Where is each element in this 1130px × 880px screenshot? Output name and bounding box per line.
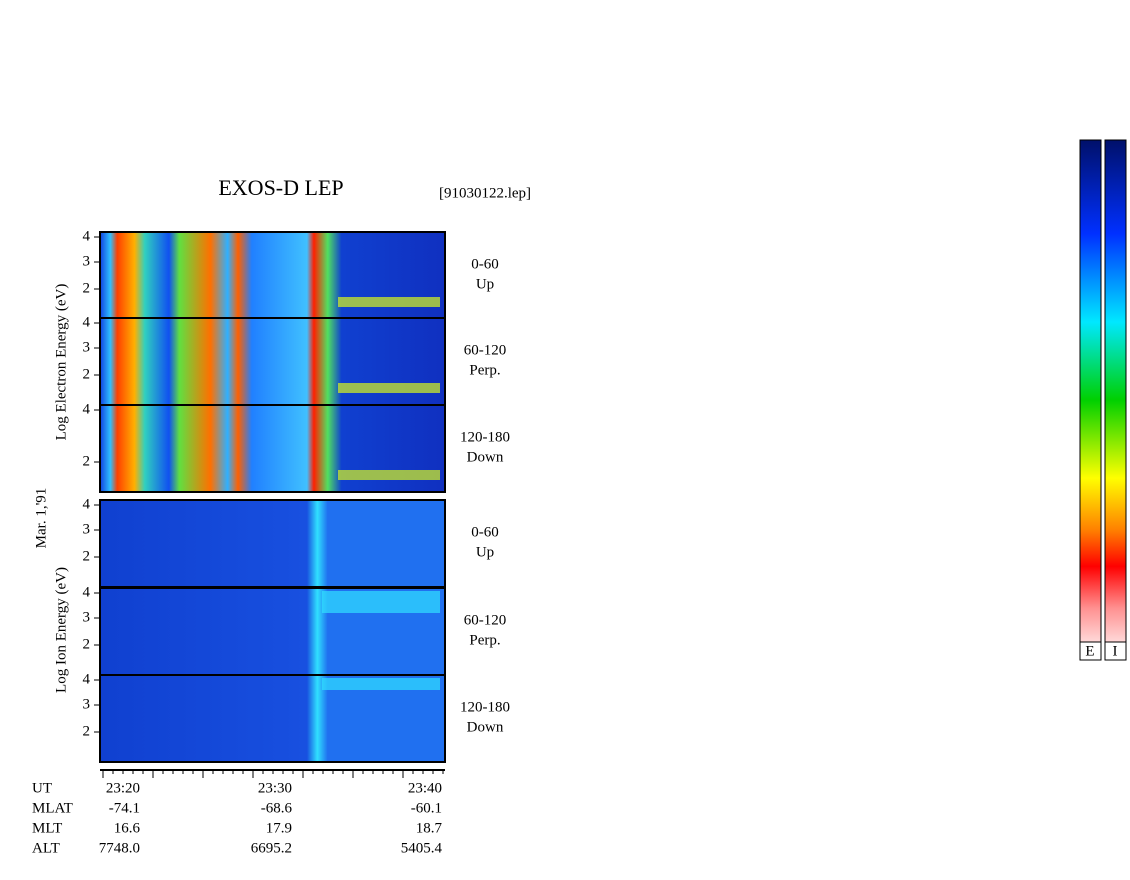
- row-value: -60.1: [411, 800, 442, 816]
- row-value: -68.6: [261, 800, 293, 816]
- colorbar-label: E: [1085, 643, 1094, 659]
- title: EXOS-D LEP: [218, 175, 343, 200]
- row-value: 23:30: [258, 780, 292, 796]
- row-label: ALT: [32, 840, 60, 856]
- band: [322, 678, 440, 690]
- axis-label: Log Ion Energy (eV): [53, 567, 69, 693]
- row-label: MLAT: [32, 800, 73, 816]
- direction-label: Down: [467, 719, 504, 735]
- tick-label: 2: [83, 548, 91, 564]
- row-label: UT: [32, 780, 52, 796]
- panel-frame: [99, 404, 446, 493]
- band: [338, 470, 440, 480]
- file-name: [91030122.lep]: [439, 185, 531, 201]
- panel-frame: [99, 674, 446, 763]
- tick-label: 2: [83, 723, 91, 739]
- row-value: 18.7: [416, 820, 443, 836]
- colorbar-label: I: [1113, 643, 1118, 659]
- row-value: -74.1: [109, 800, 140, 816]
- date: Mar. 1,'91: [33, 488, 49, 549]
- row-value: 16.6: [114, 820, 141, 836]
- range-label: 120-180: [460, 429, 510, 445]
- tick-label: 4: [83, 314, 91, 330]
- footer: UT 23:20 23:30 23:40 MLAT -74.1 -68.6 -60.1 MLT 1…: [32, 770, 444, 856]
- direction-label: Up: [476, 276, 494, 292]
- tick-label: 4: [83, 496, 91, 512]
- band: [322, 591, 440, 613]
- tick-label: 2: [83, 636, 91, 652]
- tick-label: 3: [83, 609, 91, 625]
- direction-label: Perp.: [469, 632, 500, 648]
- row-value: 17.9: [266, 820, 292, 836]
- tick-label: 2: [83, 280, 91, 296]
- row-value: 6695.2: [251, 840, 292, 856]
- range-label: 0-60: [471, 256, 499, 272]
- colorbar-box: [1104, 641, 1127, 661]
- band: [338, 383, 440, 393]
- direction-label: Down: [467, 449, 504, 465]
- tick-label: 4: [83, 401, 91, 417]
- tick-label: 2: [83, 453, 91, 469]
- colorbar: [1104, 139, 1127, 661]
- tick-label: 2: [83, 366, 91, 382]
- colorbars: E I: [1079, 139, 1127, 661]
- row-value: 23:20: [106, 780, 140, 796]
- axis-label: Log Electron Energy (eV): [53, 284, 69, 441]
- tick-label: 4: [83, 671, 91, 687]
- tick-label: 3: [83, 253, 91, 269]
- tick-label: 4: [83, 228, 91, 244]
- tick-label: 3: [83, 521, 91, 537]
- direction-label: Perp.: [469, 362, 500, 378]
- range-label: 0-60: [471, 524, 499, 540]
- tick-label: 3: [83, 339, 91, 355]
- band: [338, 297, 440, 307]
- row-value: 7748.0: [99, 840, 140, 856]
- spectrograms: Log Electron Energy (eV) 4 3 2 0-60 Up 4 3 2 60-1…: [53, 228, 510, 763]
- colorbar: [1079, 139, 1102, 661]
- tick-label: 3: [83, 696, 91, 712]
- row-value: 23:40: [408, 780, 442, 796]
- range-label: 60-120: [464, 342, 507, 358]
- range-label: 60-120: [464, 612, 507, 628]
- direction-label: Up: [476, 544, 494, 560]
- colorbar-box: [1079, 641, 1102, 661]
- row-label: MLT: [32, 820, 62, 836]
- range-label: 120-180: [460, 699, 510, 715]
- row-value: 5405.4: [401, 840, 443, 856]
- spectrogram: [100, 500, 445, 587]
- tick-label: 4: [83, 584, 91, 600]
